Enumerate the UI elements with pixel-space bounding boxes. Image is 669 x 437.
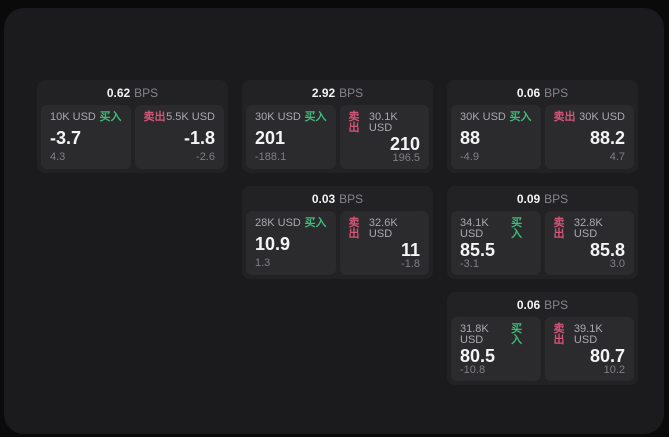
bps-header: 2.92 BPS bbox=[246, 80, 429, 105]
buy-delta: -188.1 bbox=[255, 151, 287, 163]
buy-button[interactable]: 买入 bbox=[511, 323, 523, 346]
buy-price: 80.5 bbox=[460, 346, 496, 366]
quote-card: 0.62 BPS 10K USD 买入 -3.7 4.3 卖出 5.5K USD… bbox=[37, 80, 228, 173]
buy-amount: 10K USD bbox=[50, 111, 96, 123]
bps-unit: BPS bbox=[339, 85, 364, 100]
sell-price: 88.2 bbox=[589, 128, 625, 148]
sell-panel[interactable]: 卖出 30.1K USD 210 196.5 bbox=[339, 105, 429, 169]
sell-delta: 10.2 bbox=[603, 364, 625, 376]
quote-card: 0.06 BPS 31.8K USD 买入 80.5 -10.8 卖出 39.1… bbox=[447, 292, 638, 385]
sell-panel[interactable]: 卖出 32.8K USD 85.8 3.0 bbox=[544, 211, 634, 275]
sell-amount: 5.5K USD bbox=[166, 111, 215, 123]
sell-price: 11 bbox=[400, 240, 420, 260]
bps-value: 0.09 bbox=[516, 191, 541, 206]
sell-delta: 4.7 bbox=[609, 151, 625, 163]
bps-unit: BPS bbox=[134, 85, 159, 100]
buy-panel[interactable]: 34.1K USD 买入 85.5 -3.1 bbox=[451, 211, 541, 275]
bps-header: 0.03 BPS bbox=[246, 186, 429, 211]
sell-button[interactable]: 卖出 bbox=[553, 217, 565, 240]
buy-amount: 30K USD bbox=[255, 111, 301, 123]
buy-amount: 31.8K USD bbox=[460, 323, 489, 346]
quote-card: 2.92 BPS 30K USD 买入 201 -188.1 卖出 30.1K … bbox=[242, 80, 433, 173]
sell-button[interactable]: 卖出 bbox=[143, 111, 166, 123]
buy-delta: -10.8 bbox=[460, 364, 486, 376]
bps-value: 0.62 bbox=[106, 85, 131, 100]
buy-button[interactable]: 买入 bbox=[511, 217, 523, 240]
sell-panel[interactable]: 卖出 39.1K USD 80.7 10.2 bbox=[544, 317, 634, 381]
sell-delta: 3.0 bbox=[609, 258, 625, 270]
buy-price: 88 bbox=[460, 128, 481, 148]
sell-panel[interactable]: 卖出 5.5K USD -1.8 -2.6 bbox=[134, 105, 224, 169]
buy-amount: 30K USD bbox=[460, 111, 506, 123]
buy-price: 85.5 bbox=[460, 240, 496, 260]
buy-price: 201 bbox=[255, 128, 286, 148]
sell-price: -1.8 bbox=[183, 128, 215, 148]
buy-button[interactable]: 买入 bbox=[509, 111, 532, 123]
buy-panel[interactable]: 10K USD 买入 -3.7 4.3 bbox=[41, 105, 131, 169]
bps-header: 0.06 BPS bbox=[451, 80, 634, 105]
quote-card: 0.06 BPS 30K USD 买入 88 -4.9 卖出 30K USD 8… bbox=[447, 80, 638, 173]
buy-button[interactable]: 买入 bbox=[99, 111, 122, 123]
sell-price: 85.8 bbox=[589, 240, 625, 260]
buy-price: 10.9 bbox=[255, 234, 291, 254]
buy-price: -3.7 bbox=[50, 128, 82, 148]
bps-value: 2.92 bbox=[311, 85, 336, 100]
sell-panel[interactable]: 卖出 32.6K USD 11 -1.8 bbox=[339, 211, 429, 275]
sell-amount: 30K USD bbox=[579, 111, 625, 123]
buy-panel[interactable]: 28K USD 买入 10.9 1.3 bbox=[246, 211, 336, 275]
sell-amount: 39.1K USD bbox=[573, 323, 603, 346]
sell-price: 80.7 bbox=[589, 346, 625, 366]
bps-value: 0.06 bbox=[516, 85, 541, 100]
sell-price: 210 bbox=[389, 134, 420, 154]
buy-delta: 4.3 bbox=[50, 151, 66, 163]
buy-button[interactable]: 买入 bbox=[304, 217, 327, 229]
buy-panel[interactable]: 30K USD 买入 88 -4.9 bbox=[451, 105, 541, 169]
buy-panel[interactable]: 31.8K USD 买入 80.5 -10.8 bbox=[451, 317, 541, 381]
bps-unit: BPS bbox=[544, 297, 569, 312]
sell-delta: -1.8 bbox=[401, 258, 420, 270]
bps-value: 0.06 bbox=[516, 297, 541, 312]
buy-amount: 28K USD bbox=[255, 217, 301, 229]
buy-amount: 34.1K USD bbox=[460, 217, 489, 240]
sell-button[interactable]: 卖出 bbox=[553, 111, 576, 123]
buy-panel[interactable]: 30K USD 买入 201 -188.1 bbox=[246, 105, 336, 169]
bps-unit: BPS bbox=[544, 191, 569, 206]
bps-header: 0.09 BPS bbox=[451, 186, 634, 211]
buy-delta: -4.9 bbox=[460, 151, 479, 163]
sell-button[interactable]: 卖出 bbox=[553, 323, 565, 346]
quote-card: 0.09 BPS 34.1K USD 买入 85.5 -3.1 卖出 32.8K… bbox=[447, 186, 638, 279]
bps-value: 0.03 bbox=[311, 191, 336, 206]
bps-unit: BPS bbox=[544, 85, 569, 100]
buy-delta: -3.1 bbox=[460, 258, 479, 270]
sell-button[interactable]: 卖出 bbox=[348, 217, 360, 240]
buy-delta: 1.3 bbox=[255, 257, 271, 269]
sell-delta: 196.5 bbox=[392, 152, 420, 164]
bps-header: 0.06 BPS bbox=[451, 292, 634, 317]
bps-unit: BPS bbox=[339, 191, 364, 206]
sell-button[interactable]: 卖出 bbox=[348, 111, 360, 134]
sell-amount: 30.1K USD bbox=[368, 111, 398, 134]
sell-panel[interactable]: 卖出 30K USD 88.2 4.7 bbox=[544, 105, 634, 169]
sell-delta: -2.6 bbox=[196, 151, 215, 163]
sell-amount: 32.8K USD bbox=[573, 217, 603, 240]
bps-header: 0.62 BPS bbox=[41, 80, 224, 105]
buy-button[interactable]: 买入 bbox=[304, 111, 327, 123]
sell-amount: 32.6K USD bbox=[368, 217, 398, 240]
quote-card: 0.03 BPS 28K USD 买入 10.9 1.3 卖出 32.6K US… bbox=[242, 186, 433, 279]
